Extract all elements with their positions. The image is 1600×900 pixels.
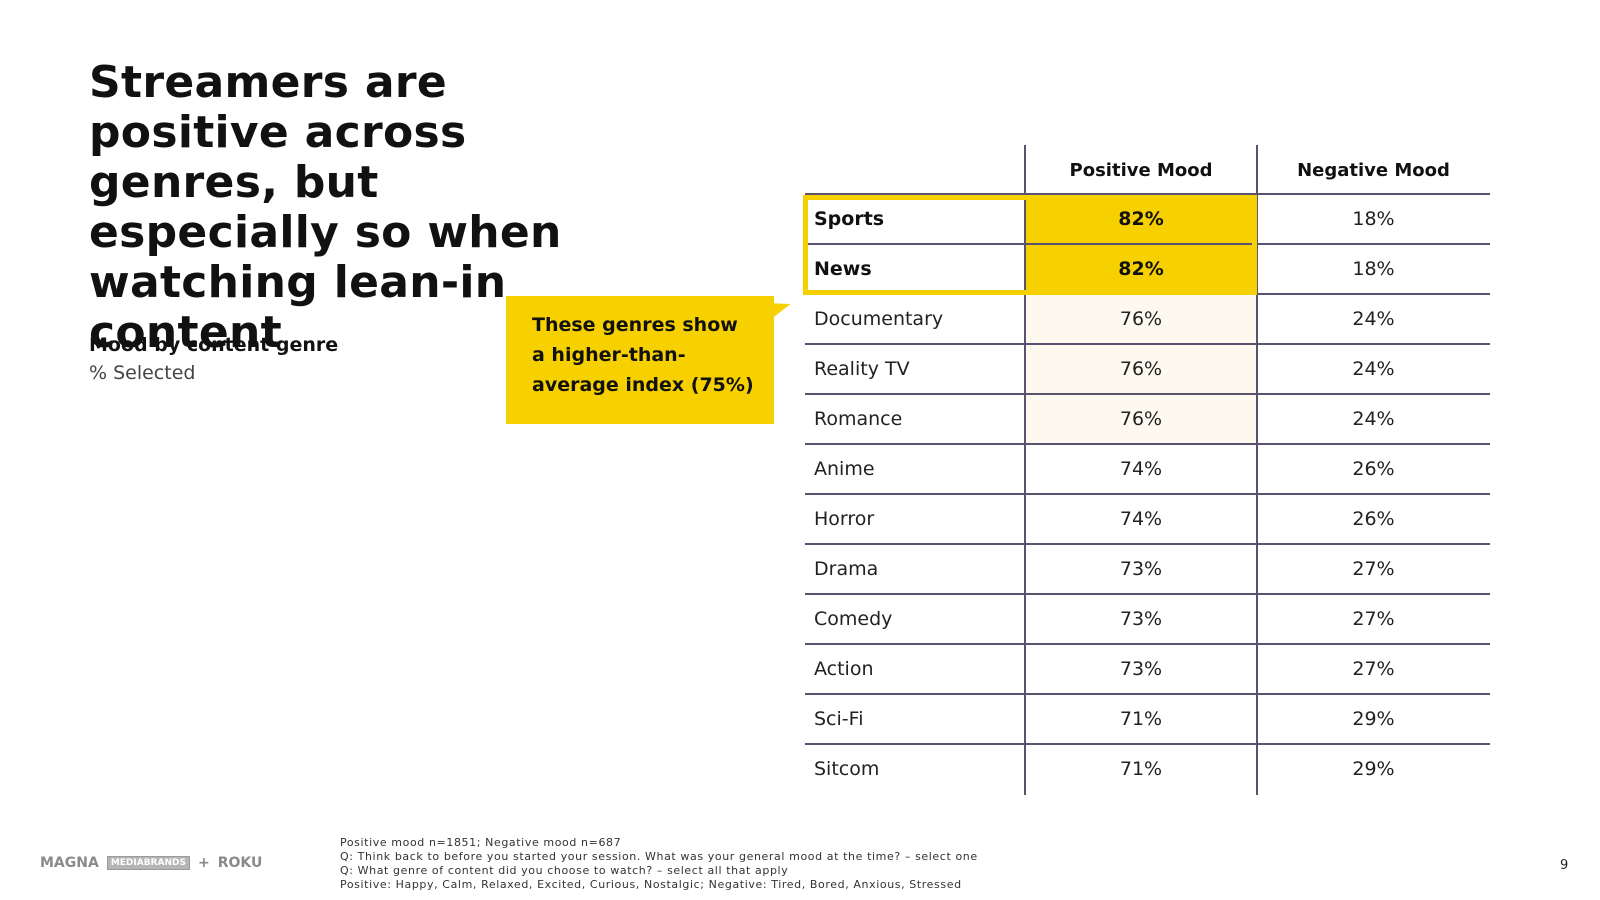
magna-logo: MAGNA — [40, 855, 99, 871]
table-row: Anime 74% 26% — [805, 443, 1490, 493]
table-row: Sports 82% 18% — [805, 193, 1490, 243]
table-row: Reality TV 76% 24% — [805, 343, 1490, 393]
brand-logos: MAGNA MEDIABRANDS + ROKU — [40, 855, 262, 871]
genre-cell: News — [814, 258, 872, 280]
genre-cell: Comedy — [814, 608, 893, 630]
positive-mood-cell: 76% — [1025, 295, 1257, 343]
negative-mood-cell: 27% — [1352, 658, 1395, 680]
page-number: 9 — [1560, 858, 1569, 873]
logo-plus: + — [197, 855, 210, 871]
column-divider — [1024, 145, 1026, 795]
negative-mood-cell: 26% — [1352, 458, 1395, 480]
table-row: Sci-Fi 71% 29% — [805, 693, 1490, 743]
roku-logo: ROKU — [217, 855, 263, 871]
positive-mood-cell: 73% — [1119, 658, 1163, 680]
footnote-line: Positive mood n=1851; Negative mood n=68… — [340, 836, 622, 849]
negative-mood-cell: 24% — [1352, 408, 1395, 430]
table-row: Documentary 76% 24% — [805, 293, 1490, 343]
mediabrands-logo: MEDIABRANDS — [106, 856, 190, 870]
genre-cell: Drama — [814, 558, 879, 580]
footnote-line: Q: What genre of content did you choose … — [340, 864, 789, 877]
genre-cell: Documentary — [814, 308, 944, 330]
positive-mood-cell: 76% — [1025, 395, 1257, 443]
footnote-line: Positive: Happy, Calm, Relaxed, Excited,… — [340, 878, 962, 891]
negative-mood-cell: 26% — [1352, 508, 1395, 530]
table-row: Romance 76% 24% — [805, 393, 1490, 443]
negative-mood-cell: 27% — [1352, 558, 1395, 580]
negative-mood-cell: 27% — [1352, 608, 1395, 630]
positive-mood-cell: 74% — [1119, 458, 1163, 480]
negative-mood-cell: 24% — [1352, 358, 1395, 380]
positive-mood-cell: 71% — [1119, 758, 1163, 780]
genre-cell: Romance — [814, 408, 903, 430]
column-divider — [1256, 145, 1258, 795]
positive-mood-cell: 71% — [1119, 708, 1163, 730]
genre-cell: Action — [814, 658, 874, 680]
table-row: News 82% 18% — [805, 243, 1490, 293]
page-title: Streamers are positive across genres, bu… — [89, 57, 562, 358]
genre-cell: Sports — [814, 208, 885, 230]
positive-mood-cell: 82% — [1025, 245, 1257, 293]
chart-subtitle: Mood by content genre — [89, 334, 339, 356]
negative-mood-cell: 29% — [1352, 758, 1395, 780]
table-row: Sitcom 71% 29% — [805, 743, 1490, 793]
genre-cell: Sci-Fi — [814, 708, 864, 730]
table-row: Horror 74% 26% — [805, 493, 1490, 543]
genre-cell: Horror — [814, 508, 875, 530]
table-row: Action 73% 27% — [805, 643, 1490, 693]
genre-cell: Reality TV — [814, 358, 910, 380]
positive-mood-cell: 76% — [1025, 345, 1257, 393]
subtitle-note: % Selected — [89, 362, 196, 384]
footnote-line: Q: Think back to before you started your… — [340, 850, 978, 863]
negative-mood-cell: 24% — [1352, 308, 1395, 330]
negative-mood-cell: 29% — [1352, 708, 1395, 730]
table-row: Drama 73% 27% — [805, 543, 1490, 593]
positive-mood-cell: 74% — [1119, 508, 1163, 530]
footnotes: Positive mood n=1851; Negative mood n=68… — [340, 836, 978, 892]
positive-mood-cell: 82% — [1025, 195, 1257, 243]
callout-box: These genres show a higher-than-average … — [506, 296, 774, 424]
genre-cell: Sitcom — [814, 758, 880, 780]
negative-mood-cell: 18% — [1352, 258, 1395, 280]
table-row: Comedy 73% 27% — [805, 593, 1490, 643]
positive-mood-cell: 73% — [1119, 558, 1163, 580]
positive-mood-cell: 73% — [1119, 608, 1163, 630]
genre-cell: Anime — [814, 458, 875, 480]
header-negative-mood: Negative Mood — [1297, 159, 1450, 181]
header-positive-mood: Positive Mood — [1069, 159, 1213, 181]
negative-mood-cell: 18% — [1352, 208, 1395, 230]
